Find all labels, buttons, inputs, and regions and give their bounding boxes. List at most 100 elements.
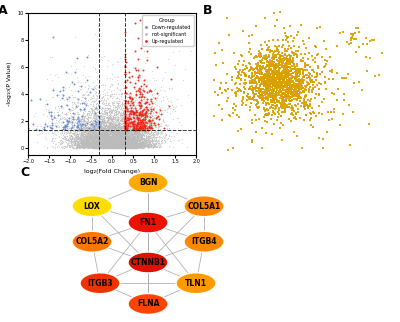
Point bbox=[282, 68, 288, 73]
Point bbox=[136, 145, 143, 150]
Point bbox=[123, 124, 130, 129]
Point bbox=[306, 81, 313, 86]
Point bbox=[124, 140, 131, 145]
Point bbox=[274, 75, 280, 80]
Point bbox=[229, 75, 235, 80]
Point bbox=[269, 102, 275, 107]
Point bbox=[158, 84, 164, 90]
Point bbox=[268, 76, 275, 81]
Point bbox=[110, 123, 116, 128]
Point bbox=[77, 100, 83, 105]
Point bbox=[100, 126, 106, 131]
Point bbox=[140, 137, 147, 142]
Point bbox=[305, 62, 311, 68]
Point bbox=[106, 128, 112, 133]
Point bbox=[134, 142, 140, 147]
Point bbox=[96, 135, 103, 140]
Point bbox=[89, 141, 95, 146]
Point bbox=[128, 114, 134, 119]
Point bbox=[144, 125, 150, 130]
Point bbox=[58, 131, 64, 137]
Point bbox=[104, 131, 111, 136]
Point bbox=[108, 139, 115, 144]
Point bbox=[77, 139, 84, 144]
Point bbox=[96, 140, 103, 145]
Point bbox=[133, 88, 139, 93]
Point bbox=[100, 137, 106, 142]
Point bbox=[266, 84, 272, 89]
Point bbox=[150, 138, 157, 143]
Point bbox=[95, 124, 102, 129]
Point bbox=[88, 115, 94, 120]
Point bbox=[133, 142, 139, 147]
Point bbox=[136, 136, 142, 141]
Point bbox=[284, 54, 290, 59]
Point bbox=[306, 103, 312, 109]
Point bbox=[85, 83, 92, 88]
Point bbox=[101, 139, 107, 144]
Point bbox=[108, 139, 114, 145]
Point bbox=[87, 143, 94, 148]
Point bbox=[126, 133, 132, 138]
Point bbox=[107, 143, 114, 148]
Point bbox=[268, 92, 274, 97]
Point bbox=[98, 105, 105, 110]
Point bbox=[92, 99, 98, 104]
Point bbox=[87, 129, 94, 134]
Point bbox=[116, 135, 123, 140]
Point bbox=[110, 142, 116, 147]
Point bbox=[139, 93, 145, 98]
Point bbox=[90, 120, 96, 126]
Point bbox=[128, 128, 134, 133]
Point bbox=[106, 83, 113, 88]
Point bbox=[64, 121, 71, 126]
Point bbox=[92, 132, 99, 137]
Point bbox=[111, 144, 118, 149]
Point bbox=[116, 131, 122, 136]
Point bbox=[132, 143, 138, 148]
Point bbox=[268, 91, 275, 96]
Point bbox=[86, 134, 92, 139]
Point bbox=[153, 137, 159, 142]
Point bbox=[148, 97, 154, 102]
Point bbox=[94, 134, 101, 139]
Point bbox=[100, 106, 106, 111]
Point bbox=[264, 111, 271, 116]
Point bbox=[104, 140, 110, 145]
Point bbox=[79, 125, 86, 130]
Point bbox=[108, 129, 115, 135]
Point bbox=[90, 95, 97, 100]
Point bbox=[128, 102, 134, 107]
Point bbox=[93, 110, 99, 115]
Point bbox=[90, 120, 97, 125]
Point bbox=[159, 130, 165, 135]
Point bbox=[109, 135, 116, 140]
Point bbox=[110, 140, 116, 146]
Point bbox=[106, 141, 113, 147]
Point bbox=[93, 144, 99, 149]
Point bbox=[84, 110, 90, 116]
Point bbox=[114, 134, 120, 139]
Point bbox=[98, 113, 104, 118]
Point bbox=[118, 142, 124, 147]
Point bbox=[130, 112, 136, 118]
Point bbox=[353, 50, 359, 55]
Point bbox=[104, 135, 110, 140]
Point bbox=[162, 69, 169, 74]
Point bbox=[337, 30, 343, 35]
Point bbox=[136, 144, 142, 149]
Point bbox=[87, 144, 93, 149]
Point bbox=[110, 139, 117, 144]
Point bbox=[114, 111, 121, 116]
Point bbox=[84, 139, 90, 145]
Point bbox=[111, 142, 118, 147]
Point bbox=[249, 74, 255, 79]
Point bbox=[84, 132, 91, 137]
Point bbox=[97, 138, 103, 143]
Point bbox=[112, 133, 118, 138]
Point bbox=[110, 108, 116, 113]
Point bbox=[62, 144, 69, 149]
Point bbox=[299, 83, 305, 88]
Point bbox=[151, 116, 157, 121]
Point bbox=[124, 116, 131, 121]
